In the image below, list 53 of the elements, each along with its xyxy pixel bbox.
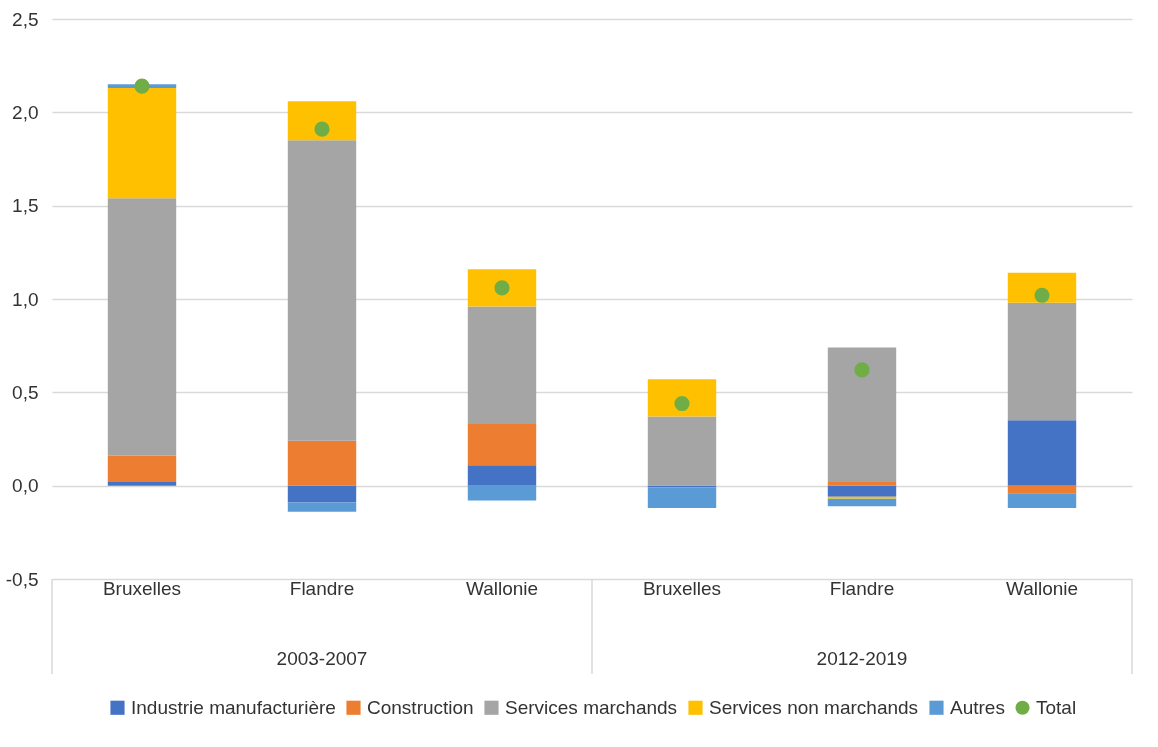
bar (827, 498, 897, 507)
y-tick-label: 2,0 (12, 101, 39, 123)
point (494, 280, 510, 296)
bar (827, 485, 897, 497)
legend-label: Construction (367, 696, 474, 718)
point (134, 78, 150, 94)
bar (287, 101, 357, 141)
y-tick-label: -0,5 (5, 568, 39, 590)
x-tick-label: Wallonie (1005, 577, 1079, 599)
bar (1007, 493, 1077, 509)
bar (647, 379, 717, 417)
x-tick-label: Bruxelles (102, 577, 182, 599)
bar (467, 485, 537, 501)
bar (647, 487, 717, 509)
x-tick-label: Flandre (289, 577, 355, 599)
bar (467, 269, 537, 307)
legend-label: Autres (950, 696, 1005, 718)
text: 2003-2007 (276, 648, 368, 669)
bar (287, 502, 357, 512)
legend-label: Services marchands (505, 696, 678, 718)
point (854, 362, 870, 378)
bar (1007, 272, 1077, 303)
bar (107, 455, 177, 482)
bar (467, 424, 537, 466)
bar (827, 481, 897, 486)
bar (467, 306, 537, 425)
bar (107, 198, 177, 456)
legend-label: Total (1036, 696, 1077, 718)
point (314, 121, 330, 137)
bar (107, 481, 177, 486)
y-tick-label: 2,5 (12, 8, 39, 30)
x-tick-label: Bruxelles (642, 577, 722, 599)
bar (1007, 485, 1077, 494)
legend-label: Services non marchands (709, 696, 919, 718)
bar (827, 347, 897, 482)
bar (107, 88, 177, 199)
y-tick-label: 1,0 (12, 288, 39, 310)
point (1034, 287, 1050, 303)
y-tick-label: 0,0 (12, 475, 39, 497)
y-tick-label: 0,5 (12, 381, 39, 403)
bar (287, 440, 357, 486)
bar (287, 485, 357, 503)
bar (1007, 420, 1077, 486)
legend-label: Industrie manufacturière (131, 696, 336, 718)
bar (287, 140, 357, 441)
x-tick-label: Wallonie (465, 577, 539, 599)
bar (647, 416, 717, 486)
point (674, 395, 690, 412)
bar (1007, 302, 1077, 421)
x-tick-label: Flandre (829, 577, 895, 599)
y-tick-label: 1,5 (12, 195, 39, 217)
text: 2012-2019 (816, 648, 908, 669)
bar (467, 465, 537, 486)
